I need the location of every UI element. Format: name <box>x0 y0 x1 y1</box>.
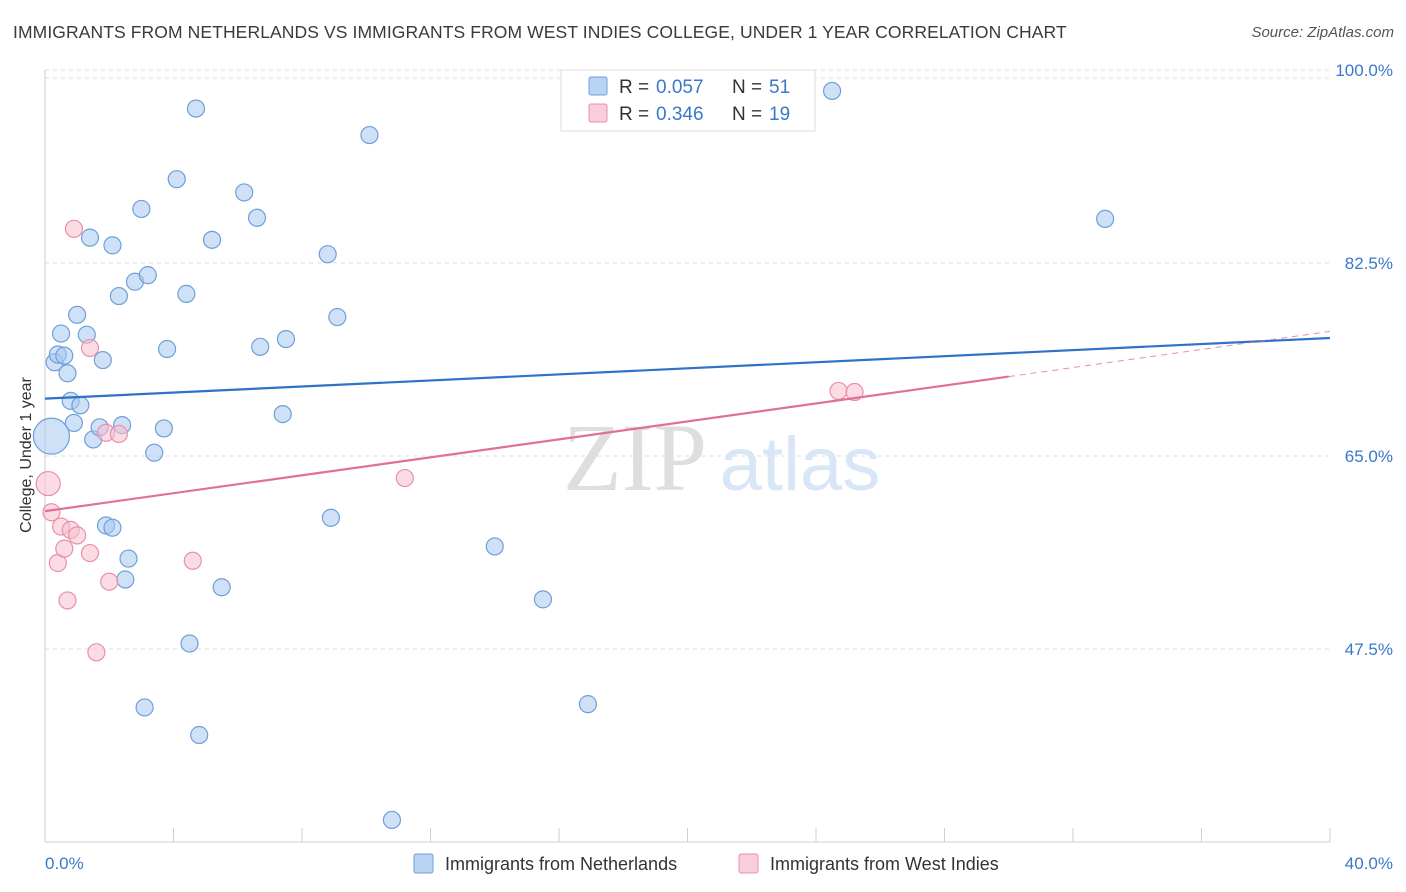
chart-title: IMMIGRANTS FROM NETHERLANDS VS IMMIGRANT… <box>13 22 1067 42</box>
netherlands-point <box>116 570 135 589</box>
netherlands-point <box>71 396 90 415</box>
x-tick-label: 0.0% <box>45 854 84 873</box>
legend-r-value: 0.346 <box>656 104 704 125</box>
netherlands-point <box>1096 209 1115 228</box>
legend-n-label: N = <box>732 77 762 98</box>
netherlands-point <box>145 443 164 462</box>
west-indies-point <box>64 219 84 238</box>
netherlands-point <box>64 413 84 433</box>
netherlands-point <box>167 170 186 189</box>
netherlands-point <box>276 329 296 349</box>
bottom-legend-label: Immigrants from Netherlands <box>445 854 677 874</box>
netherlands-point <box>135 698 154 717</box>
netherlands-point <box>202 230 222 249</box>
netherlands-point <box>93 350 112 370</box>
y-tick-label: 47.5% <box>1345 640 1393 659</box>
netherlands-point <box>321 508 341 527</box>
netherlands-point <box>154 419 173 438</box>
netherlands-point <box>822 81 842 101</box>
west-indies-point <box>58 591 77 610</box>
legend-n-value: 19 <box>769 104 790 125</box>
netherlands-point <box>138 266 157 285</box>
legend-r-label: R = <box>619 77 649 98</box>
netherlands-point <box>485 537 504 556</box>
netherlands-point <box>186 99 206 118</box>
y-tick-label: 82.5% <box>1345 254 1393 273</box>
netherlands-point <box>32 417 71 455</box>
netherlands-point <box>328 307 347 327</box>
netherlands-point <box>273 404 292 424</box>
legend-swatch <box>588 76 608 96</box>
west-indies-point <box>100 572 119 591</box>
west-indies-point <box>109 424 128 444</box>
west-indies-point <box>35 470 61 497</box>
y-tick-label: 100.0% <box>1335 61 1393 80</box>
netherlands-point <box>382 810 402 830</box>
netherlands-point <box>578 695 598 714</box>
netherlands-point <box>318 245 337 264</box>
y-tick-label: 65.0% <box>1345 447 1393 466</box>
netherlands-trend-line <box>44 336 1331 400</box>
netherlands-point <box>190 725 209 745</box>
legend-n-value: 51 <box>769 77 790 98</box>
netherlands-point <box>103 518 122 537</box>
bottom-legend-label: Immigrants from West Indies <box>770 854 999 874</box>
netherlands-point <box>157 339 177 359</box>
bottom-legend-swatch <box>738 853 759 874</box>
west-indies-point <box>395 468 414 488</box>
netherlands-point <box>235 183 254 202</box>
west-indies-point <box>87 643 106 662</box>
west-indies-trend-line <box>44 375 1009 513</box>
watermark-zip: ZIP <box>563 404 707 511</box>
netherlands-point <box>55 346 74 365</box>
west-indies-point <box>183 551 202 570</box>
legend-r-value: 0.057 <box>656 77 704 98</box>
source-label: Source: ZipAtlas.com <box>1251 24 1394 41</box>
west-indies-trend-extension <box>1008 330 1331 378</box>
west-indies-point <box>42 503 61 522</box>
west-indies-point <box>845 382 864 402</box>
netherlands-point <box>58 364 77 383</box>
netherlands-point <box>212 578 231 597</box>
netherlands-point <box>180 634 199 653</box>
netherlands-point <box>247 208 267 227</box>
netherlands-point <box>68 305 87 324</box>
west-indies-point <box>80 543 100 563</box>
west-indies-point <box>829 381 848 401</box>
legend-r-label: R = <box>619 104 649 125</box>
legend-n-label: N = <box>732 104 762 125</box>
netherlands-point <box>109 286 128 306</box>
netherlands-point <box>360 125 379 145</box>
netherlands-point <box>132 199 151 219</box>
west-indies-point <box>68 526 87 545</box>
netherlands-point <box>533 590 553 609</box>
west-indies-point <box>80 338 100 358</box>
x-tick-label: 40.0% <box>1345 854 1393 873</box>
bottom-legend-swatch <box>413 853 434 874</box>
netherlands-point <box>251 337 270 356</box>
netherlands-point <box>119 549 138 568</box>
netherlands-point <box>103 236 122 255</box>
netherlands-point <box>80 228 100 247</box>
legend-swatch <box>588 103 608 123</box>
watermark-atlas: atlas <box>720 422 881 507</box>
netherlands-point <box>177 284 196 303</box>
netherlands-point <box>51 324 71 343</box>
west-indies-point <box>55 539 74 558</box>
